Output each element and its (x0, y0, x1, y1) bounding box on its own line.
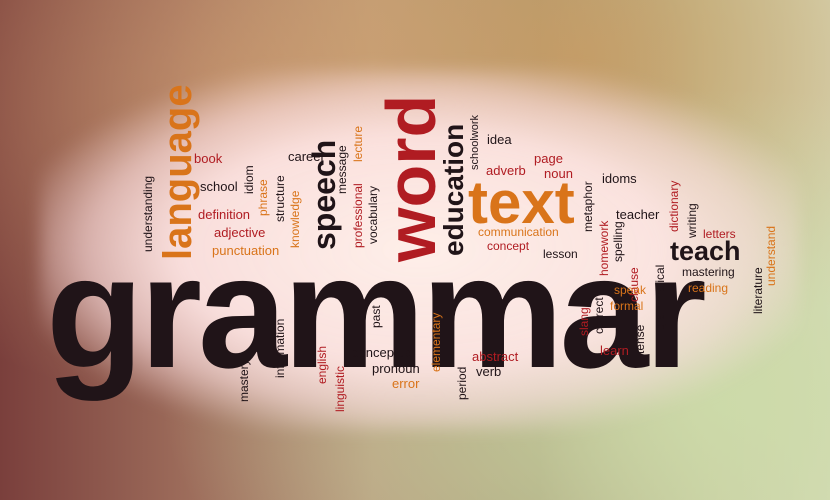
word-literature: literature (751, 267, 765, 314)
word-phrase: phrase (256, 179, 270, 216)
word-lesson: lesson (543, 247, 578, 261)
word-understand: understand (764, 225, 778, 286)
word-language: language (156, 84, 200, 260)
word-tense: tense (633, 324, 647, 354)
word-adjective: adjective (214, 225, 266, 240)
word-elementary: elementary (429, 312, 443, 372)
word-dictionary: dictionary (667, 180, 681, 232)
word-past: past (369, 305, 383, 328)
word-concept: concept (487, 239, 530, 253)
word-idea: idea (487, 132, 512, 147)
word-mastery: mastery (237, 359, 251, 402)
word-grammar: grammar (46, 222, 707, 401)
word-adverb: adverb (486, 163, 526, 178)
word-book: book (194, 151, 223, 166)
word-speak: speak (614, 283, 647, 297)
word-idoms: idoms (602, 171, 637, 186)
word-lecture: lecture (351, 125, 365, 162)
word-conceptual: conceptual (352, 345, 415, 360)
word-education: education (438, 123, 469, 256)
word-reading: reading (688, 281, 729, 295)
word-spelling: spelling (611, 221, 625, 262)
word-page: page (534, 151, 563, 166)
word-linguistic: linguistic (333, 365, 347, 412)
word-message: message (335, 145, 349, 194)
word-understanding: understanding (141, 175, 155, 252)
word-communication: communication (478, 225, 559, 239)
word-english: english (315, 345, 329, 384)
background-glow (40, 70, 800, 430)
word-correct: correct (592, 297, 606, 334)
word-schoolwork: schoolwork (469, 114, 481, 170)
word-writing: writing (685, 203, 699, 238)
word-homework: homework (597, 220, 611, 276)
word-pronoun: pronoun (372, 361, 420, 376)
word-teach: teach (670, 236, 741, 266)
word-career: career (288, 149, 325, 164)
word-mastering: mastering (682, 265, 735, 279)
word-word: word (372, 94, 450, 262)
word-vocabulary: vocabulary (366, 185, 380, 244)
word-learn: learn (600, 343, 629, 358)
word-period: period (455, 366, 469, 400)
word-grammatical: grammatical (653, 264, 667, 330)
word-noun: noun (544, 166, 573, 181)
word-school: school (200, 179, 238, 194)
word-information: information (273, 318, 287, 378)
word-punctuation: punctuation (212, 243, 280, 258)
word-abstract: abstract (472, 349, 519, 364)
word-definition: definition (198, 207, 251, 222)
word-structure: structure (273, 175, 287, 222)
word-idiom: idiom (242, 165, 256, 194)
word-verb: verb (476, 364, 502, 379)
word-text: text (468, 169, 575, 236)
word-metaphor: metaphor (581, 181, 595, 232)
word-error: error (392, 376, 420, 391)
word-teacher: teacher (616, 207, 660, 222)
word-knowledge: knowledge (288, 190, 302, 248)
word-slang: slang (577, 307, 591, 336)
word-letters: letters (703, 227, 736, 241)
word-formal: formal (610, 299, 644, 313)
word-professional: professional (351, 183, 365, 248)
